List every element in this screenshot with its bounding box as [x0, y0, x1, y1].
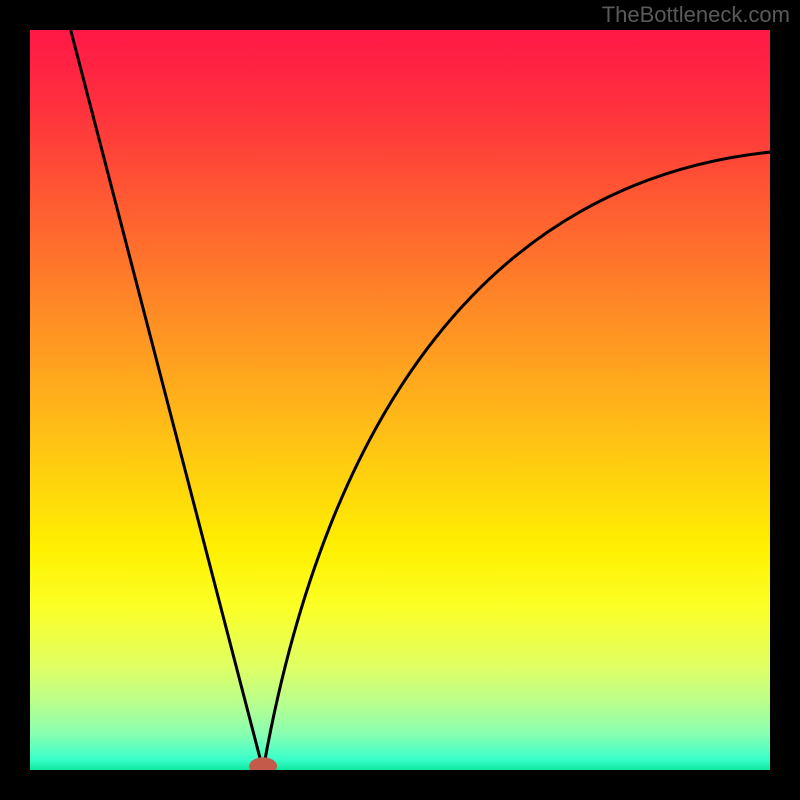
chart-curve-layer: [30, 30, 770, 770]
watermark: TheBottleneck.com: [602, 2, 790, 28]
curve-right-branch: [263, 152, 770, 770]
minimum-marker: [249, 757, 277, 770]
curve-left-branch: [71, 30, 263, 770]
